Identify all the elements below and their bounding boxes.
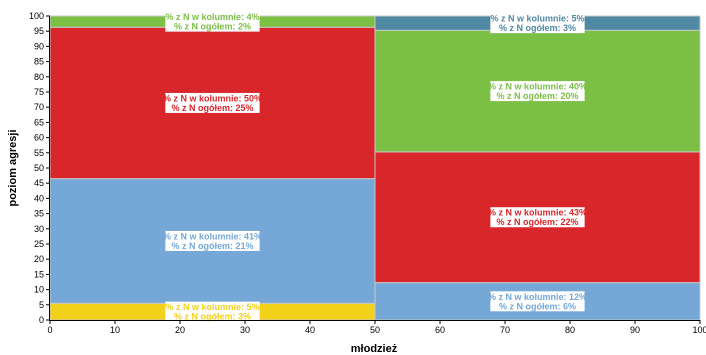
x-tick-label: 90 <box>630 325 640 335</box>
x-tick-label: 80 <box>565 325 575 335</box>
x-tick-label: 60 <box>435 325 445 335</box>
segment-label-total-pct: % z N ogółem: 22% <box>496 217 578 227</box>
segment-label-column-pct: % z N w kolumnie: 43% <box>488 208 587 218</box>
y-tick-label: 30 <box>34 224 44 234</box>
segment-label-total-pct: % z N ogółem: 3% <box>499 23 576 33</box>
plot-tiles <box>49 15 701 321</box>
segment-label-box <box>165 230 260 251</box>
segment-label-column-pct: % z N w kolumnie: 4% <box>165 12 259 22</box>
y-tick-label: 40 <box>34 193 44 203</box>
segment-labels: % z N w kolumnie: 5%% z N ogółem: 3%% z … <box>163 11 587 322</box>
y-tick-label: 0 <box>39 315 44 325</box>
segment-label-total-pct: % z N ogółem: 2% <box>174 22 251 32</box>
segment-label-box <box>165 301 260 322</box>
y-tick-label: 20 <box>34 254 44 264</box>
segment-label-box <box>490 207 585 228</box>
y-axis-title: poziom agresji <box>7 129 19 206</box>
x-ticks: 0 10 20 30 40 50 60 70 80 90 100 <box>47 320 706 335</box>
y-tick-label: 55 <box>34 148 44 158</box>
y-tick-label: 70 <box>34 102 44 112</box>
segment-label-box <box>165 11 260 32</box>
segment-label-box <box>490 291 585 312</box>
y-tick-label: 95 <box>34 26 44 36</box>
segment-label-total-pct: % z N ogółem: 3% <box>174 312 251 322</box>
y-tick-label: 35 <box>34 209 44 219</box>
y-tick-label: 100 <box>29 11 44 21</box>
y-tick-label: 60 <box>34 133 44 143</box>
y-tick-label: 15 <box>34 269 44 279</box>
segment-label-total-pct: % z N ogółem: 25% <box>171 103 253 113</box>
segment-label-box <box>490 81 585 102</box>
x-tick-label: 70 <box>500 325 510 335</box>
x-tick-label: 30 <box>240 325 250 335</box>
y-tick-label: 75 <box>34 87 44 97</box>
x-tick-label: 40 <box>305 325 315 335</box>
segment-label-total-pct: % z N ogółem: 20% <box>496 91 578 101</box>
y-tick-label: 10 <box>34 285 44 295</box>
y-tick-label: 5 <box>39 300 44 310</box>
segment-label-column-pct: % z N w kolumnie: 12% <box>488 292 587 302</box>
segment-label-column-pct: % z N w kolumnie: 5% <box>490 14 584 24</box>
segment-label-box <box>490 13 585 34</box>
x-tick-label: 20 <box>175 325 185 335</box>
y-tick-label: 85 <box>34 57 44 67</box>
segment-label-column-pct: % z N w kolumnie: 41% <box>163 231 262 241</box>
segment-label-column-pct: % z N w kolumnie: 50% <box>163 93 262 103</box>
y-ticks: 0 5 10 15 20 25 30 35 40 45 50 55 60 65 70 75 80 85 90 95 10… <box>29 11 50 325</box>
segment-label-total-pct: % z N ogółem: 6% <box>499 301 576 311</box>
x-tick-label: 100 <box>692 325 706 335</box>
x-tick-label: 50 <box>370 325 380 335</box>
segment-label-box <box>165 92 260 113</box>
y-tick-label: 90 <box>34 41 44 51</box>
segment-label-column-pct: % z N w kolumnie: 5% <box>165 302 259 312</box>
y-tick-label: 45 <box>34 178 44 188</box>
y-tick-label: 65 <box>34 117 44 127</box>
segment-label-total-pct: % z N ogółem: 21% <box>171 241 253 251</box>
x-axis-title: młodzież <box>351 343 398 355</box>
x-tick-label: 0 <box>47 325 52 335</box>
y-tick-label: 25 <box>34 239 44 249</box>
segment-label-column-pct: % z N w kolumnie: 40% <box>488 82 587 92</box>
x-tick-label: 10 <box>110 325 120 335</box>
y-tick-label: 50 <box>34 163 44 173</box>
y-tick-label: 80 <box>34 72 44 82</box>
